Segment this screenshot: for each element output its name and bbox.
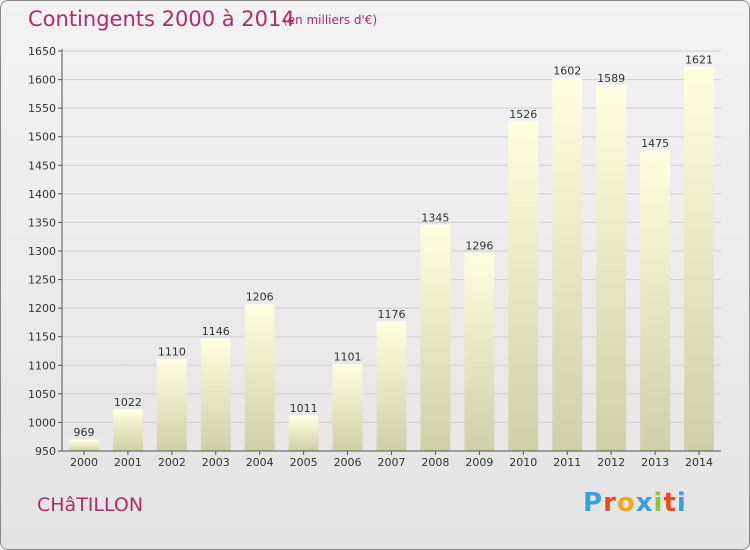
value-label-2001: 1022 — [114, 396, 142, 409]
y-tick-label: 1000 — [28, 416, 56, 429]
y-tick-label: 1250 — [28, 274, 56, 287]
value-label-2010: 1526 — [509, 108, 537, 121]
value-label-2009: 1296 — [465, 239, 493, 252]
y-tick-label: 1200 — [28, 302, 56, 315]
y-tick-label: 950 — [35, 445, 56, 458]
bar-2007 — [376, 321, 407, 451]
chart-title: Contingents 2000 à 2014 — [28, 7, 295, 31]
value-label-2005: 1011 — [290, 402, 318, 415]
bar-2005 — [288, 416, 319, 451]
y-tick-label: 1550 — [28, 102, 56, 115]
bar-2006 — [332, 364, 363, 451]
x-tick-label-2009: 2009 — [465, 456, 493, 469]
x-tick-label-2005: 2005 — [290, 456, 318, 469]
logo-letter: P — [583, 488, 604, 518]
value-label-2000: 969 — [73, 426, 94, 439]
value-label-2006: 1101 — [334, 351, 362, 364]
x-tick-label-2011: 2011 — [553, 456, 581, 469]
value-label-2012: 1589 — [597, 72, 625, 85]
bar-2001 — [112, 409, 143, 451]
value-label-2002: 1110 — [158, 346, 186, 359]
y-tick-label: 1150 — [28, 331, 56, 344]
x-tick-label-2000: 2000 — [70, 456, 98, 469]
bar-2000 — [69, 440, 99, 451]
bar-2010 — [508, 121, 539, 451]
x-tick-label-2012: 2012 — [597, 456, 625, 469]
x-tick-label-2010: 2010 — [509, 456, 537, 469]
x-tick-label-2003: 2003 — [202, 456, 230, 469]
x-tick-label-2007: 2007 — [378, 456, 406, 469]
y-tick-label: 1100 — [28, 359, 56, 372]
x-tick-label-2002: 2002 — [158, 456, 186, 469]
value-label-2007: 1176 — [378, 308, 406, 321]
city-name: CHâTILLON — [37, 494, 144, 516]
x-tick-label-2008: 2008 — [421, 456, 449, 469]
value-label-2004: 1206 — [246, 291, 274, 304]
bar-2008 — [420, 225, 451, 451]
logo-letter: i — [653, 488, 664, 518]
x-tick-label-2001: 2001 — [114, 456, 142, 469]
bar-2009 — [464, 253, 495, 451]
logo-letter: x — [635, 488, 654, 518]
bar-2012 — [596, 85, 627, 451]
bar-2004 — [244, 304, 275, 451]
y-tick-label: 1600 — [28, 74, 56, 87]
bar-2003 — [200, 339, 231, 451]
y-tick-label: 1050 — [28, 388, 56, 401]
y-tick-label: 1400 — [28, 188, 56, 201]
y-tick-label: 1450 — [28, 159, 56, 172]
y-tick-label: 1500 — [28, 131, 56, 144]
y-tick-label: 1350 — [28, 216, 56, 229]
value-label-2014: 1621 — [685, 54, 713, 67]
bar-2014 — [684, 67, 714, 452]
x-tick-label-2006: 2006 — [334, 456, 362, 469]
bar-2011 — [552, 78, 583, 451]
value-label-2003: 1146 — [202, 325, 230, 338]
bar-2002 — [156, 359, 187, 451]
x-tick-label-2013: 2013 — [641, 456, 669, 469]
value-label-2013: 1475 — [641, 137, 669, 150]
logo-letter: o — [616, 488, 636, 518]
value-label-2011: 1602 — [553, 64, 581, 77]
logo-letter: t — [663, 488, 677, 518]
x-tick-label-2004: 2004 — [246, 456, 274, 469]
x-tick-label-2014: 2014 — [685, 456, 713, 469]
proxiti-logo: Proxiti — [583, 488, 687, 518]
bar-2013 — [640, 151, 671, 451]
y-tick-label: 1650 — [28, 45, 56, 58]
logo-letter: i — [676, 488, 687, 518]
y-tick-label: 1300 — [28, 245, 56, 258]
chart-unit: (en milliers d'€) — [283, 13, 378, 27]
logo-letter: r — [603, 488, 617, 518]
value-label-2008: 1345 — [421, 211, 449, 224]
